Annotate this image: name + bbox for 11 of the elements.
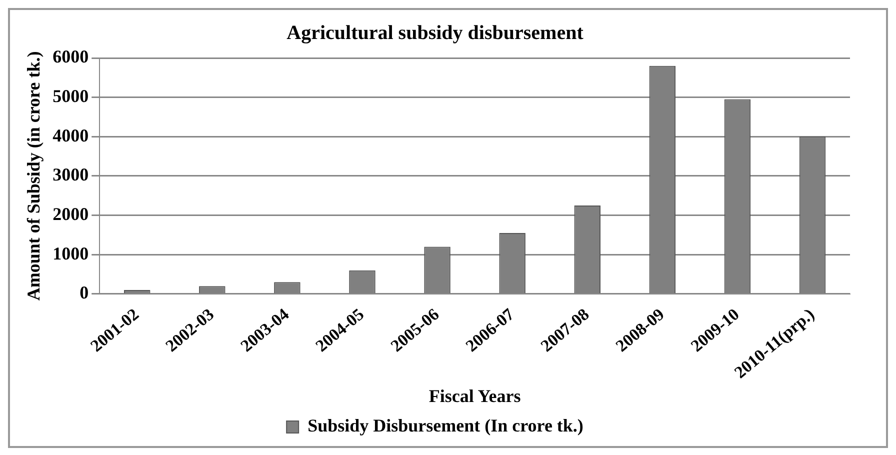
chart-title: Agricultural subsidy disbursement bbox=[286, 22, 584, 44]
legend-label: Subsidy Disbursement (In crore tk.) bbox=[308, 416, 584, 436]
y-tick-label: 5000 bbox=[52, 86, 89, 106]
y-tick-label: 2000 bbox=[52, 204, 89, 224]
y-tick-label: 3000 bbox=[52, 164, 89, 185]
x-axis-title: Fiscal Years bbox=[428, 386, 521, 406]
y-axis-title: Amount of Subsidy (in crore tk.) bbox=[23, 51, 44, 301]
y-tick-label: 0 bbox=[80, 282, 89, 303]
y-tick-label: 4000 bbox=[52, 125, 89, 146]
y-tick-label: 1000 bbox=[52, 243, 89, 264]
y-tick-label: 6000 bbox=[52, 46, 89, 67]
